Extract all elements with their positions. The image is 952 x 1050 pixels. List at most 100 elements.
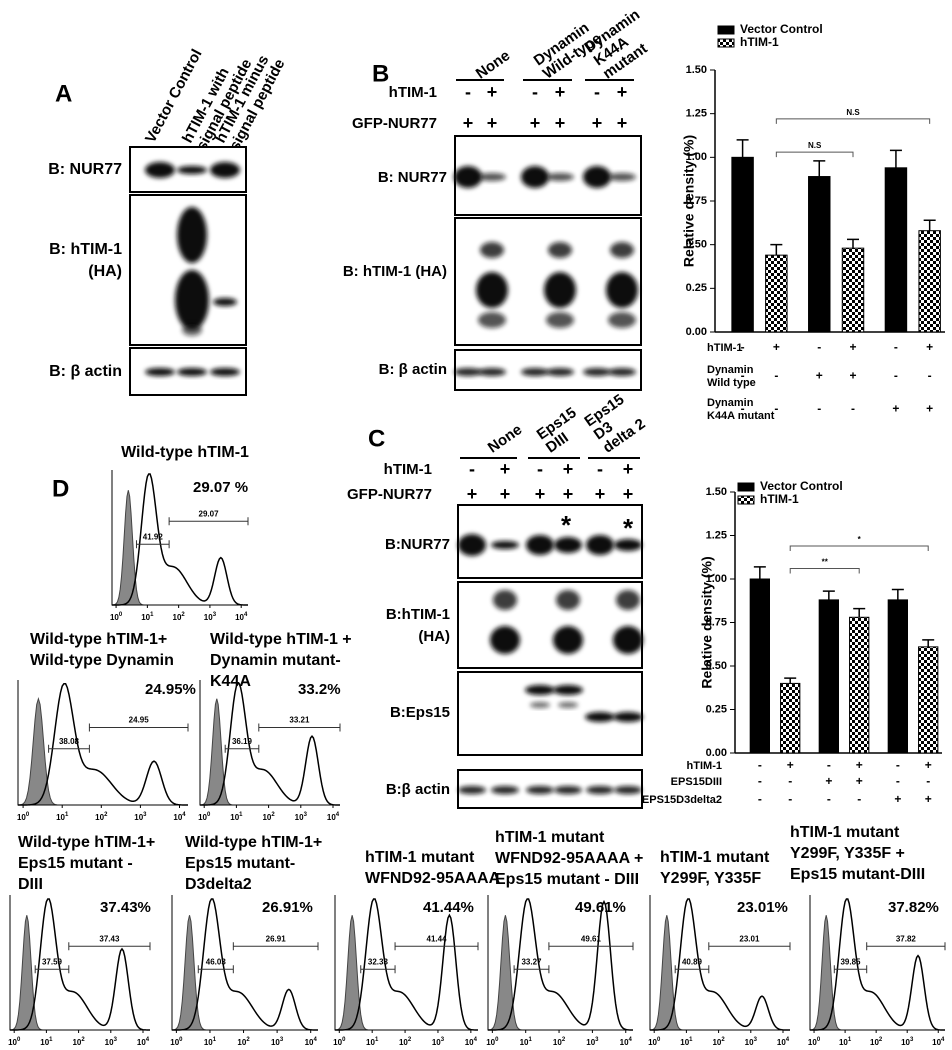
condition-sign: -	[827, 758, 831, 772]
row-label: hTIM-1	[384, 461, 432, 478]
gate	[708, 942, 791, 951]
histogram-title: WFND92-95AAAA +	[495, 850, 643, 867]
bar	[731, 156, 754, 333]
gate-label: 40.89	[682, 957, 703, 966]
blot-band	[145, 162, 175, 178]
histogram-title: Dynamin mutant-	[210, 652, 341, 669]
blot-band	[145, 368, 175, 376]
condition-sign: +	[856, 758, 863, 772]
x-tick-exponent: 2	[246, 1037, 250, 1043]
x-tick-label: 102	[712, 1037, 725, 1048]
blot-band	[177, 166, 207, 174]
error-bar	[889, 149, 902, 168]
blot-band	[177, 207, 207, 263]
x-tick-base: 10	[8, 1038, 17, 1047]
condition-sign: +	[816, 369, 823, 383]
blot-label: B: hTIM-1	[49, 241, 122, 258]
x-tick-base: 10	[777, 1038, 786, 1047]
x-tick-base: 10	[932, 1038, 941, 1047]
gate	[224, 744, 260, 753]
x-tick-base: 10	[137, 1038, 146, 1047]
panel-label: A	[55, 80, 72, 107]
condition-label: EPS15DIII	[671, 776, 722, 788]
x-tick-base: 10	[712, 1038, 721, 1047]
x-tick-base: 10	[465, 1038, 474, 1047]
x-tick-exponent: 1	[213, 1037, 217, 1043]
x-tick-label: 104	[620, 1037, 633, 1048]
bar	[884, 167, 908, 333]
condition-sign: -	[817, 402, 821, 416]
percent-label: 29.07 %	[193, 479, 248, 496]
blot-band	[583, 166, 611, 188]
blot-band	[480, 242, 504, 258]
condition-sign: -	[928, 369, 932, 383]
x-tick-exponent: 4	[941, 1037, 945, 1043]
blot-label: (HA)	[88, 263, 122, 280]
x-tick-label: 100	[333, 1037, 346, 1048]
gate-label: 23.01	[739, 934, 760, 943]
x-tick-base: 10	[901, 1038, 910, 1047]
histogram-title: hTIM-1 mutant	[495, 829, 605, 846]
blot-band	[553, 685, 583, 695]
error-bar	[891, 588, 904, 600]
x-tick-base: 10	[170, 1038, 179, 1047]
plot-axes	[334, 895, 478, 1031]
x-tick-base: 10	[105, 1038, 114, 1047]
blot-band	[585, 712, 615, 722]
significance-label: *	[858, 535, 862, 544]
condition-sign: -	[894, 340, 898, 354]
x-tick-exponent: 2	[408, 1037, 412, 1043]
x-tick-exponent: 1	[375, 1037, 379, 1043]
x-tick-label: 102	[95, 812, 108, 823]
x-tick-label: 100	[808, 1037, 821, 1048]
row-label: GFP-NUR77	[352, 115, 437, 132]
blot-band	[554, 537, 582, 553]
blot-band	[478, 312, 506, 328]
row-label: hTIM-1	[389, 84, 437, 101]
x-tick-label: 100	[110, 612, 123, 623]
x-tick-label: 102	[173, 612, 186, 623]
condition-sign: +	[825, 774, 832, 788]
x-tick-exponent: 0	[179, 1037, 183, 1043]
x-tick-base: 10	[680, 1038, 689, 1047]
gate-label: 37.59	[42, 957, 63, 966]
blot-band	[546, 368, 574, 376]
x-tick-exponent: 0	[207, 812, 211, 818]
x-tick-exponent: 4	[474, 1037, 478, 1043]
condition-sign: +	[925, 758, 932, 772]
x-tick-label: 104	[777, 1037, 790, 1048]
histogram-title: Eps15 mutant-	[185, 855, 295, 872]
gate	[513, 965, 550, 974]
histogram-title: hTIM-1 mutant	[365, 849, 475, 866]
sample-histogram	[17, 683, 189, 806]
histogram-title: Wild-type hTIM-1	[121, 444, 249, 461]
bar	[887, 599, 908, 754]
blot-band	[213, 298, 237, 306]
x-tick-base: 10	[262, 813, 271, 822]
gate-label: 26.91	[266, 934, 287, 943]
bar	[849, 616, 870, 754]
blot-band	[544, 272, 576, 308]
blot-band	[177, 368, 207, 376]
x-tick-exponent: 1	[528, 1037, 532, 1043]
x-tick-exponent: 1	[65, 812, 69, 818]
bar	[818, 599, 839, 754]
condition-sign: +	[849, 369, 856, 383]
blot-label: B: β actin	[379, 361, 447, 378]
x-tick-base: 10	[808, 1038, 817, 1047]
y-axis-label: Relative density (%)	[699, 556, 715, 688]
x-tick-base: 10	[745, 1038, 754, 1047]
y-tick-label: 1.50	[706, 486, 727, 498]
x-tick-label: 104	[327, 812, 340, 823]
gate	[68, 942, 151, 951]
blot-frame	[457, 671, 643, 756]
condition-sign: -	[926, 774, 930, 788]
x-tick-base: 10	[870, 1038, 879, 1047]
x-tick-exponent: 0	[26, 812, 30, 818]
bar	[841, 247, 865, 333]
x-tick-exponent: 0	[17, 1037, 21, 1043]
x-tick-exponent: 0	[342, 1037, 346, 1043]
blot-band	[521, 166, 549, 188]
condition-sign: -	[741, 402, 745, 416]
row-sign: -	[469, 459, 475, 479]
